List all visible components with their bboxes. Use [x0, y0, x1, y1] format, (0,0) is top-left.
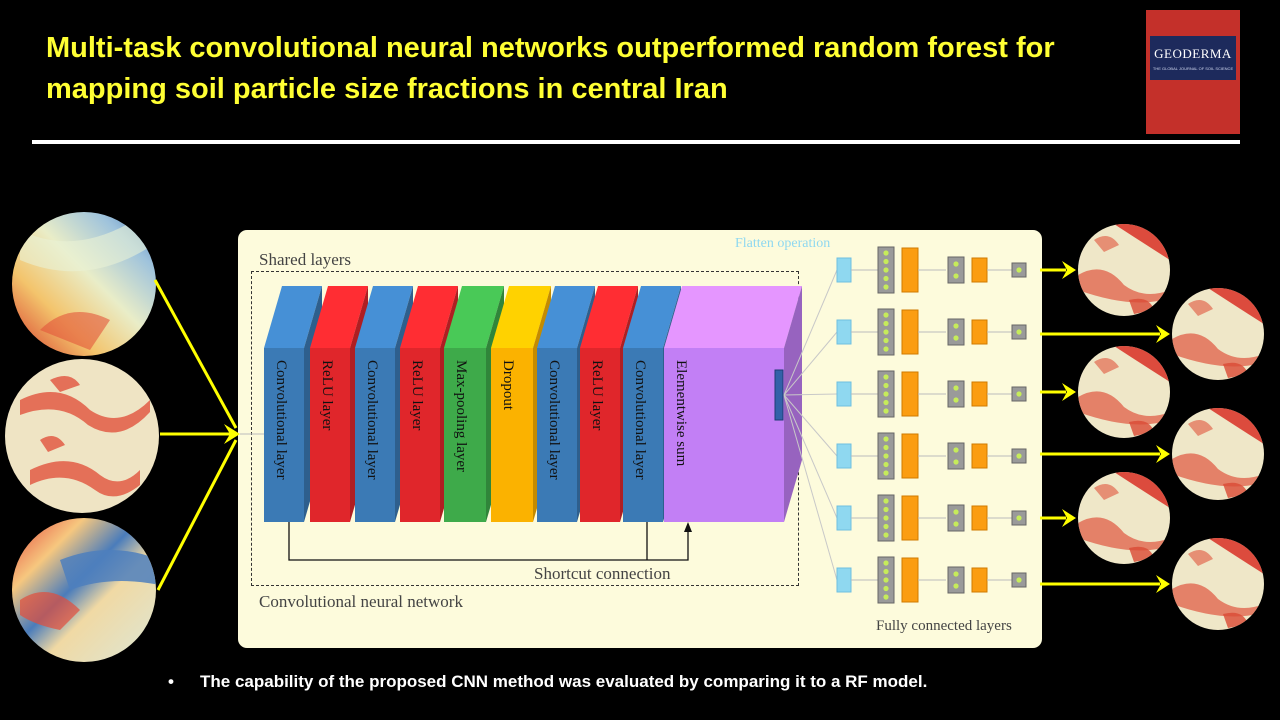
layer-label-10: Elementwise sum — [673, 360, 689, 467]
output-map-1 — [1078, 224, 1170, 316]
layer-label-9: Convolutional layer — [632, 360, 648, 480]
fc-branch-3 — [783, 370, 1027, 418]
journal-name: GEODERMA — [1154, 46, 1232, 61]
journal-cover-band: GEODERMA THE GLOBAL JOURNAL OF SOIL SCIE… — [1150, 36, 1236, 80]
bullet-dot: • — [168, 672, 174, 691]
layer-label-7: Convolutional layer — [546, 360, 562, 480]
output-map-4 — [1172, 408, 1264, 500]
fully-connected-label: Fully connected layers — [876, 618, 1012, 634]
cnn-label: Convolutional neural network — [259, 592, 463, 611]
fc-branch-2 — [783, 308, 1027, 396]
input-arrow-1 — [153, 279, 238, 429]
fc-branch-1 — [783, 246, 1027, 396]
output-map-3 — [1078, 346, 1170, 438]
fc-branch-4 — [783, 394, 1027, 480]
output-arrowhead-5 — [1062, 509, 1076, 527]
layer-label-5: Max-pooling layer — [453, 360, 469, 472]
input-map-3 — [12, 518, 156, 662]
flatten-vector — [774, 369, 784, 421]
output-map-5 — [1078, 472, 1170, 564]
layer-5: Max-pooling layer — [444, 286, 504, 522]
output-arrowhead-2 — [1156, 325, 1170, 343]
input-map-1 — [12, 212, 156, 356]
layer-label-1: Convolutional layer — [273, 360, 289, 480]
output-arrowhead-6 — [1156, 575, 1170, 593]
output-arrowhead-4 — [1156, 445, 1170, 463]
layer-label-6: Dropout — [500, 360, 516, 411]
output-arrowhead-3 — [1062, 383, 1076, 401]
journal-cover: GEODERMA THE GLOBAL JOURNAL OF SOIL SCIE… — [1146, 10, 1240, 134]
layer-label-2: ReLU layer — [319, 360, 335, 430]
journal-subtitle: THE GLOBAL JOURNAL OF SOIL SCIENCE — [1152, 66, 1234, 71]
flatten-operation-label: Flatten operation — [735, 236, 831, 251]
layer-10: Elementwise sum — [664, 286, 802, 522]
output-map-6 — [1172, 538, 1264, 630]
layer-label-8: ReLU layer — [589, 360, 605, 430]
shortcut-connection — [288, 518, 689, 561]
shortcut-connection-label: Shortcut connection — [534, 564, 671, 583]
output-arrowhead-1 — [1062, 261, 1076, 279]
shared-layers-label: Shared layers — [259, 250, 352, 269]
title-divider — [32, 140, 1240, 144]
input-arrow-3 — [156, 439, 238, 591]
output-map-2 — [1172, 288, 1264, 380]
slide-title: Multi-task convolutional neural networks… — [46, 32, 1055, 105]
input-arrowhead — [224, 424, 240, 444]
bullet-text: The capability of the proposed CNN metho… — [200, 672, 928, 691]
input-map-2 — [5, 359, 159, 513]
layer-label-3: Convolutional layer — [364, 360, 380, 480]
fc-branch-5 — [783, 394, 1027, 542]
layer-label-4: ReLU layer — [409, 360, 425, 430]
fc-branch-6 — [783, 394, 1027, 604]
shortcut-arrowhead — [684, 522, 692, 532]
